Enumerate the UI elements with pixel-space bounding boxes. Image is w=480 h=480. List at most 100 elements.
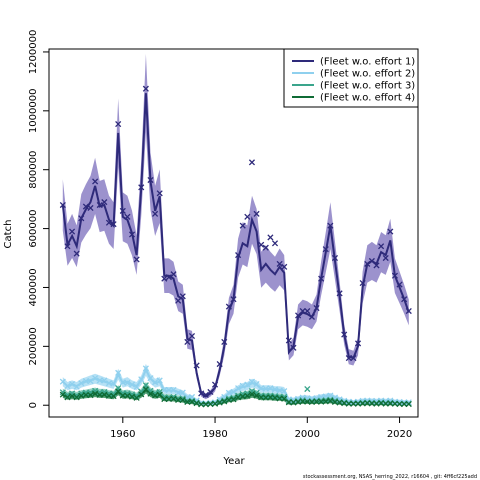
point-series-1 bbox=[133, 256, 140, 263]
point-series-4 bbox=[179, 396, 186, 403]
point-series-4 bbox=[211, 400, 219, 407]
point-series-1 bbox=[313, 305, 320, 312]
point-series-2 bbox=[64, 383, 71, 390]
point-series-1 bbox=[124, 213, 131, 220]
point-series-4 bbox=[336, 399, 343, 406]
point-series-4 bbox=[59, 391, 66, 398]
point-series-1 bbox=[396, 281, 403, 288]
point-series-2 bbox=[276, 387, 283, 394]
point-series-4 bbox=[193, 400, 200, 407]
point-series-2 bbox=[258, 385, 265, 392]
point-series-2 bbox=[133, 383, 140, 391]
observed-points bbox=[59, 85, 412, 408]
point-series-2 bbox=[78, 380, 85, 387]
legend-entry: (Fleet w.o. effort 2) bbox=[320, 69, 415, 80]
point-series-1 bbox=[331, 254, 339, 262]
point-series-1 bbox=[364, 260, 371, 267]
point-series-2 bbox=[110, 380, 117, 387]
point-series-1 bbox=[170, 271, 177, 278]
point-series-1 bbox=[253, 210, 260, 217]
point-series-4 bbox=[110, 393, 117, 400]
point-series-1 bbox=[368, 257, 375, 265]
point-series-4 bbox=[124, 392, 131, 399]
point-series-3 bbox=[267, 392, 274, 399]
point-series-2 bbox=[405, 399, 412, 406]
point-series-1 bbox=[92, 178, 99, 185]
point-series-1 bbox=[290, 344, 297, 351]
point-series-4 bbox=[345, 400, 352, 407]
point-series-1 bbox=[78, 215, 85, 222]
point-series-2 bbox=[119, 379, 126, 386]
point-series-2 bbox=[156, 377, 163, 384]
point-series-3 bbox=[322, 397, 329, 404]
point-series-2 bbox=[225, 389, 232, 396]
point-series-1 bbox=[221, 338, 228, 345]
point-series-2 bbox=[239, 382, 246, 389]
point-series-3 bbox=[271, 393, 279, 400]
y-tick-label: 800000 bbox=[28, 151, 39, 189]
point-series-2 bbox=[341, 397, 348, 404]
point-series-4 bbox=[290, 399, 297, 406]
point-series-2 bbox=[401, 399, 408, 406]
point-series-4 bbox=[235, 394, 242, 401]
point-series-2 bbox=[82, 378, 89, 385]
point-series-2 bbox=[152, 379, 159, 386]
point-series-1 bbox=[359, 279, 366, 287]
legend-entry: (Fleet w.o. effort 1) bbox=[320, 57, 415, 68]
point-series-3 bbox=[327, 396, 334, 403]
point-series-2 bbox=[92, 375, 99, 382]
point-series-1 bbox=[105, 219, 113, 226]
point-series-1 bbox=[128, 231, 136, 238]
point-series-4 bbox=[221, 398, 228, 405]
point-series-1 bbox=[225, 303, 232, 310]
point-series-3 bbox=[225, 395, 232, 402]
x-tick-label: 1980 bbox=[202, 429, 227, 440]
point-series-1 bbox=[373, 262, 380, 269]
point-series-3 bbox=[331, 397, 339, 404]
point-series-3 bbox=[128, 391, 136, 398]
point-series-1 bbox=[382, 254, 389, 262]
point-series-2 bbox=[147, 375, 154, 382]
point-series-4 bbox=[378, 400, 385, 407]
point-series-4 bbox=[267, 394, 274, 401]
point-series-4 bbox=[128, 393, 136, 400]
point-series-1 bbox=[345, 355, 352, 362]
legend: (Fleet w.o. effort 1)(Fleet w.o. effort … bbox=[283, 48, 419, 108]
point-series-4 bbox=[188, 398, 196, 405]
point-series-1 bbox=[161, 275, 168, 282]
line-series-1 bbox=[61, 93, 410, 398]
point-series-4 bbox=[248, 390, 256, 398]
point-series-4 bbox=[327, 397, 334, 404]
point-series-1 bbox=[82, 203, 89, 210]
point-series-1 bbox=[165, 274, 172, 281]
point-series-1 bbox=[322, 246, 329, 253]
point-series-2 bbox=[142, 365, 149, 372]
point-series-3 bbox=[230, 394, 237, 401]
point-series-1 bbox=[239, 222, 246, 229]
point-series-2 bbox=[271, 386, 279, 393]
point-series-3 bbox=[244, 390, 251, 397]
point-series-1 bbox=[244, 213, 251, 220]
point-series-4 bbox=[322, 398, 329, 405]
point-series-4 bbox=[405, 400, 412, 408]
point-series-4 bbox=[216, 399, 223, 406]
point-series-4 bbox=[401, 400, 408, 408]
point-series-1 bbox=[138, 184, 145, 191]
y-tick-label: 200000 bbox=[28, 327, 39, 365]
band-series-2 bbox=[62, 363, 409, 406]
y-tick-label: 400000 bbox=[28, 268, 39, 306]
point-series-2 bbox=[165, 386, 172, 393]
point-series-1 bbox=[216, 360, 223, 368]
point-series-1 bbox=[276, 260, 283, 267]
point-series-1 bbox=[341, 331, 348, 338]
point-series-1 bbox=[202, 391, 209, 398]
point-series-4 bbox=[115, 388, 122, 395]
point-series-1 bbox=[378, 243, 385, 250]
point-series-1 bbox=[262, 244, 269, 251]
point-series-1 bbox=[198, 390, 205, 397]
point-series-4 bbox=[161, 395, 168, 403]
point-series-2 bbox=[281, 388, 288, 395]
point-series-1 bbox=[142, 85, 149, 92]
point-series-1 bbox=[119, 207, 126, 214]
point-series-2 bbox=[124, 379, 131, 386]
